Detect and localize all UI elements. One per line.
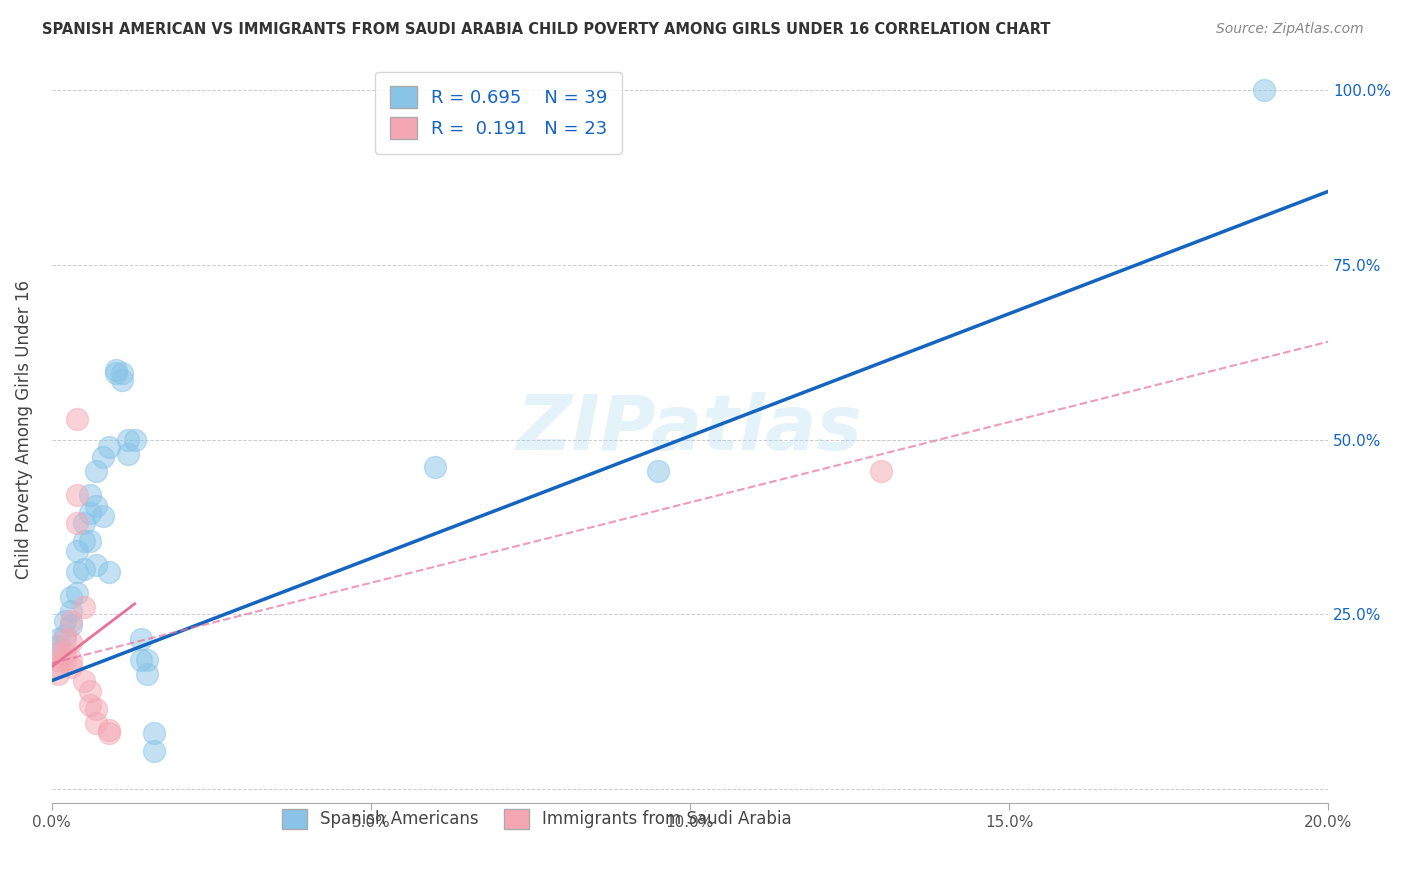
Text: SPANISH AMERICAN VS IMMIGRANTS FROM SAUDI ARABIA CHILD POVERTY AMONG GIRLS UNDER: SPANISH AMERICAN VS IMMIGRANTS FROM SAUD… (42, 22, 1050, 37)
Point (59, 617, 82, 632)
Point (59, 653, 82, 667)
Point (79, 698, 101, 712)
Point (66, 544, 89, 558)
Point (129, 632, 152, 646)
Point (423, 460, 446, 475)
Point (53, 614, 76, 628)
Point (129, 653, 152, 667)
Point (647, 464, 669, 478)
Point (117, 433, 139, 447)
Point (136, 666, 159, 681)
Point (59, 614, 82, 628)
Point (142, 726, 165, 740)
Point (66, 566, 89, 580)
Point (73, 600, 96, 615)
Point (104, 362, 127, 376)
Point (98, 723, 121, 737)
Point (73, 516, 96, 531)
Text: Source: ZipAtlas.com: Source: ZipAtlas.com (1216, 22, 1364, 37)
Point (53, 646, 76, 660)
Point (136, 653, 159, 667)
Point (870, 464, 893, 478)
Point (111, 373, 134, 387)
Point (86, 464, 108, 478)
Point (117, 446, 139, 460)
Point (59, 604, 82, 618)
Point (86, 715, 108, 730)
Point (53, 653, 76, 667)
Point (79, 488, 101, 502)
Point (59, 635, 82, 649)
Point (66, 488, 89, 502)
Point (111, 366, 134, 380)
Point (66, 516, 89, 531)
Point (66, 411, 89, 425)
Y-axis label: Child Poverty Among Girls Under 16: Child Poverty Among Girls Under 16 (15, 279, 32, 579)
Point (46, 639, 69, 653)
Point (1253, 83, 1275, 97)
Point (79, 533, 101, 548)
Point (59, 659, 82, 673)
Point (142, 743, 165, 757)
Point (86, 499, 108, 513)
Point (79, 684, 101, 698)
Point (98, 726, 121, 740)
Point (53, 632, 76, 646)
Point (46, 632, 69, 646)
Point (59, 590, 82, 604)
Point (73, 533, 96, 548)
Point (124, 433, 146, 447)
Point (53, 628, 76, 642)
Point (98, 566, 121, 580)
Point (91, 509, 114, 524)
Point (46, 653, 69, 667)
Point (91, 450, 114, 464)
Point (86, 558, 108, 573)
Text: ZIPatlas: ZIPatlas (517, 392, 863, 466)
Point (104, 366, 127, 380)
Point (46, 659, 69, 673)
Point (66, 586, 89, 600)
Point (46, 666, 69, 681)
Legend: Spanish Americans, Immigrants from Saudi Arabia: Spanish Americans, Immigrants from Saudi… (276, 802, 799, 836)
Point (86, 701, 108, 715)
Point (73, 562, 96, 576)
Point (98, 440, 121, 454)
Point (79, 506, 101, 520)
Point (46, 646, 69, 660)
Point (73, 673, 96, 688)
